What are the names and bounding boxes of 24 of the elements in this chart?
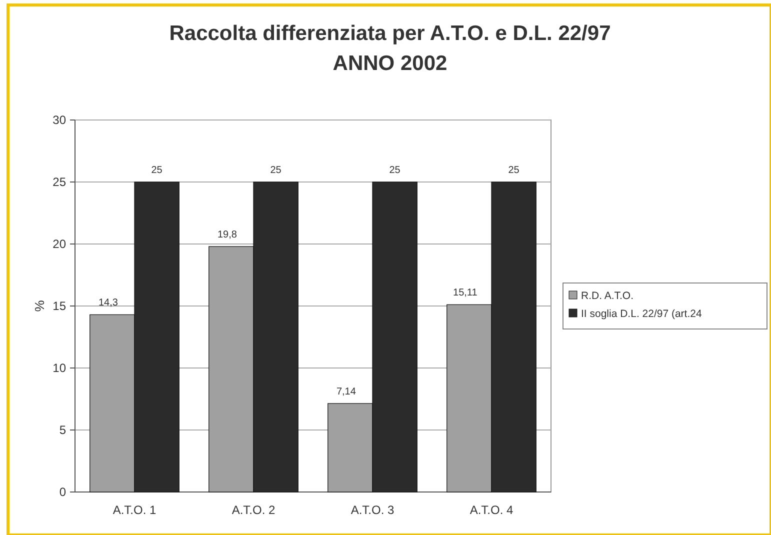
chart-subtitle: ANNO 2002 [332, 52, 448, 75]
y-tick-label: 25 [52, 175, 66, 189]
legend-label: R.D. A.T.O. [581, 290, 634, 302]
data-label: 25 [389, 165, 401, 176]
data-label: 19,8 [217, 229, 238, 240]
y-tick-label: 20 [52, 237, 66, 251]
data-label: 25 [270, 165, 282, 176]
x-tick-label: A.T.O. 4 [470, 503, 514, 517]
y-tick-label: 15 [52, 299, 66, 313]
data-label: 25 [151, 165, 163, 176]
chart-title: Raccolta differenziata per A.T.O. e D.L. 22/97 [169, 22, 611, 45]
y-tick-label: 0 [59, 485, 66, 499]
y-axis-title: % [32, 300, 47, 312]
data-label: 15,11 [453, 288, 478, 299]
x-tick-label: A.T.O. 1 [112, 503, 156, 517]
data-label: 14,3 [98, 298, 118, 309]
y-tick-label: 30 [52, 113, 66, 127]
x-tick-label: A.T.O. 2 [232, 503, 276, 517]
data-label: 7,14 [336, 386, 356, 398]
y-tick-label: 5 [59, 423, 66, 437]
legend-label: II soglia D.L. 22/97 (art.24 [581, 308, 702, 320]
x-tick-label: A.T.O. 3 [350, 503, 394, 517]
y-tick-label: 10 [52, 361, 66, 375]
data-label: 25 [508, 165, 520, 176]
